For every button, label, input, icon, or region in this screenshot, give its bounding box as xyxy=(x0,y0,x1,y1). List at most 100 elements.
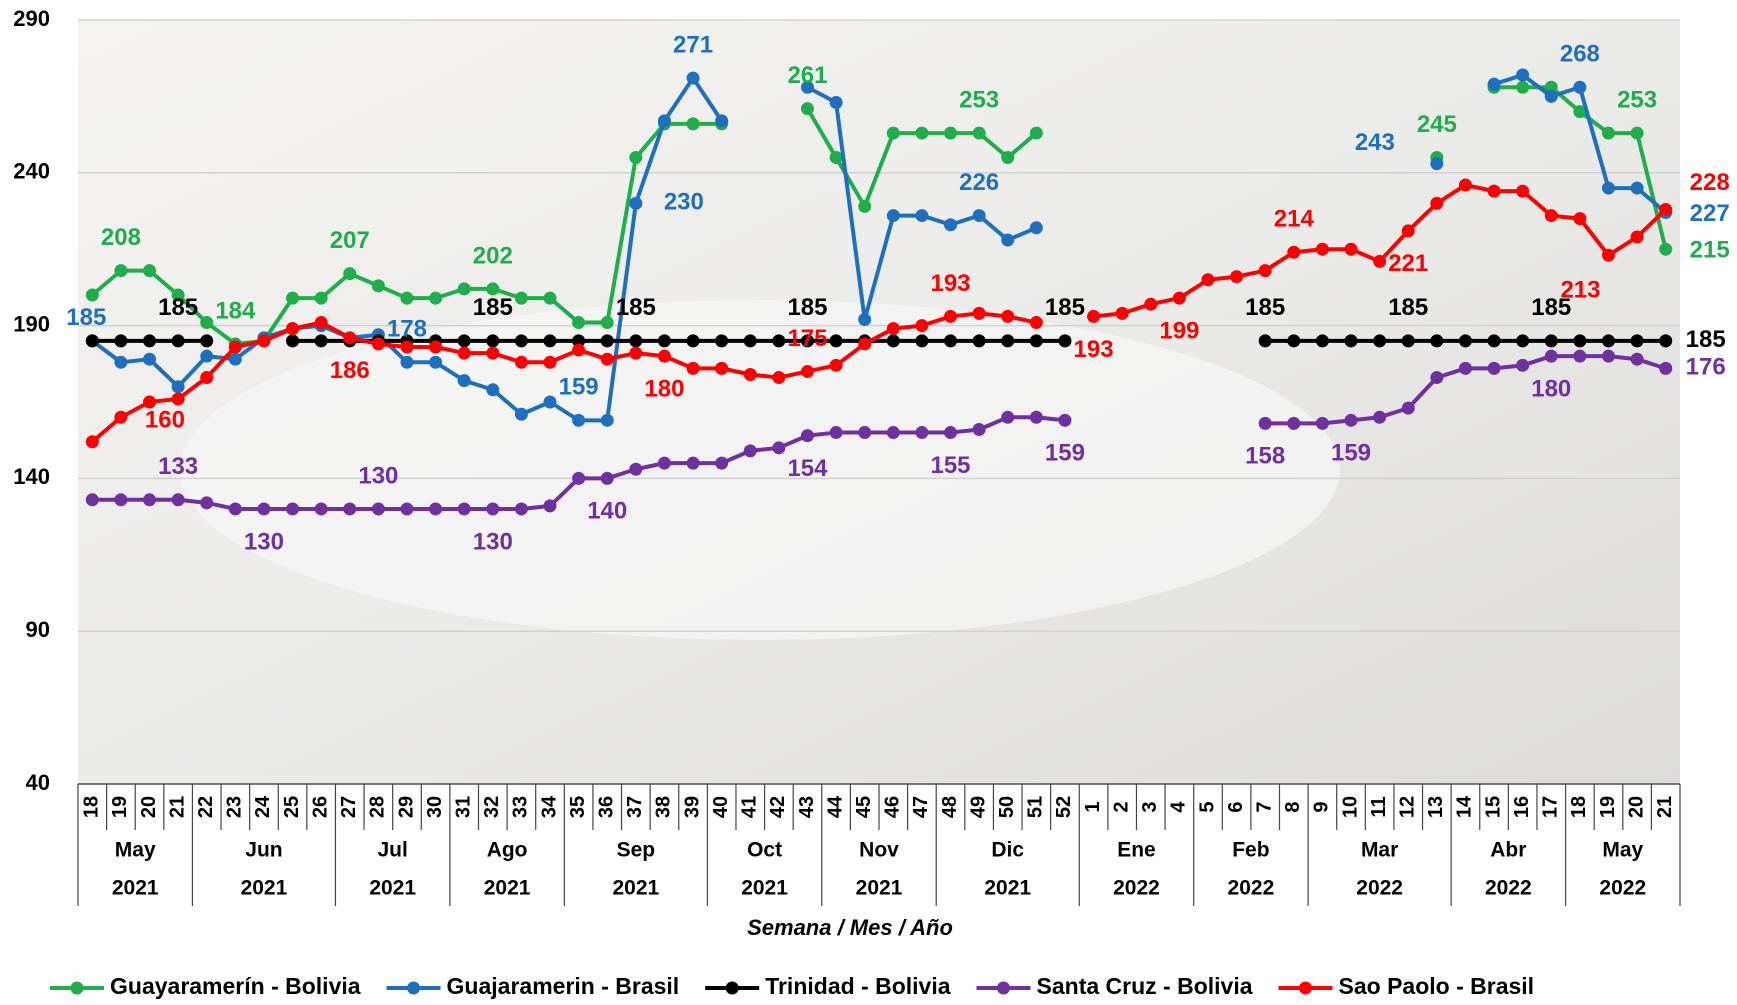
x-tick-label: 35 xyxy=(567,796,589,818)
data-point xyxy=(944,218,957,231)
data-label: 155 xyxy=(930,452,970,479)
x-tick-label: 24 xyxy=(252,795,274,818)
month-label: May xyxy=(115,839,156,862)
data-point xyxy=(915,334,928,347)
data-label: 176 xyxy=(1686,354,1726,381)
data-label: 184 xyxy=(215,297,256,324)
data-label: 253 xyxy=(959,86,999,113)
legend-marker xyxy=(726,982,739,995)
month-label: May xyxy=(1602,839,1643,862)
x-tick-label: 26 xyxy=(309,796,331,818)
data-point xyxy=(601,472,614,485)
chart: Semana / Mes / Año 409014019024029018192… xyxy=(0,0,1737,1005)
x-tick-label: 11 xyxy=(1368,796,1390,817)
x-tick-label: 10 xyxy=(1339,796,1361,818)
data-point xyxy=(1058,414,1071,427)
data-point xyxy=(200,350,213,363)
x-tick-label: 48 xyxy=(939,796,961,818)
data-point xyxy=(400,356,413,369)
data-label: 227 xyxy=(1690,200,1730,227)
x-tick-label: 21 xyxy=(1654,796,1676,818)
data-point xyxy=(1144,298,1157,311)
data-point xyxy=(1430,197,1443,210)
data-point xyxy=(687,72,700,85)
data-point xyxy=(286,334,299,347)
data-point xyxy=(1659,203,1672,216)
x-tick-label: 16 xyxy=(1511,796,1533,818)
year-label: 2021 xyxy=(241,877,288,900)
month-label: Nov xyxy=(859,839,899,862)
data-point xyxy=(86,493,99,506)
data-point xyxy=(1402,224,1415,237)
legend-label: Trinidad - Bolivia xyxy=(765,973,951,999)
data-point xyxy=(114,264,127,277)
x-tick-label: 50 xyxy=(996,796,1018,818)
data-point xyxy=(572,414,585,427)
data-point xyxy=(830,426,843,439)
month-label: Mar xyxy=(1361,839,1398,862)
data-label: 221 xyxy=(1388,250,1428,277)
data-point xyxy=(1316,334,1329,347)
x-tick-label: 14 xyxy=(1454,795,1476,818)
data-point xyxy=(1287,417,1300,430)
data-point xyxy=(515,356,528,369)
data-point xyxy=(1001,310,1014,323)
year-label: 2021 xyxy=(984,877,1031,900)
data-point xyxy=(86,289,99,302)
x-tick-label: 51 xyxy=(1025,796,1047,818)
data-point xyxy=(200,316,213,329)
data-point xyxy=(715,334,728,347)
x-tick-label: 1 xyxy=(1082,801,1104,812)
data-point xyxy=(658,350,671,363)
data-point xyxy=(1602,182,1615,195)
data-point xyxy=(429,356,442,369)
data-point xyxy=(973,127,986,140)
data-label: 185 xyxy=(158,294,198,321)
data-point xyxy=(143,334,156,347)
year-label: 2021 xyxy=(112,877,159,900)
data-point xyxy=(830,96,843,109)
data-point xyxy=(486,334,499,347)
data-label: 253 xyxy=(1617,86,1657,113)
data-point xyxy=(1058,334,1071,347)
x-tick-label: 40 xyxy=(710,796,732,818)
data-point xyxy=(973,423,986,436)
data-point xyxy=(1230,270,1243,283)
data-point xyxy=(1573,212,1586,225)
x-tick-label: 27 xyxy=(338,796,360,818)
data-point xyxy=(257,502,270,515)
data-point xyxy=(1001,151,1014,164)
data-label: 133 xyxy=(158,453,198,480)
x-tick-label: 6 xyxy=(1225,801,1247,812)
data-point xyxy=(1488,362,1501,375)
x-tick-label: 19 xyxy=(109,796,131,818)
data-point xyxy=(915,426,928,439)
x-tick-label: 3 xyxy=(1139,801,1161,812)
data-point xyxy=(601,316,614,329)
data-point xyxy=(400,502,413,515)
year-label: 2022 xyxy=(1356,877,1403,900)
month-label: Feb xyxy=(1232,839,1269,862)
data-point xyxy=(1030,221,1043,234)
data-point xyxy=(801,429,814,442)
data-point xyxy=(1402,334,1415,347)
legend-marker xyxy=(407,982,420,995)
data-label: 243 xyxy=(1355,129,1395,156)
data-label: 215 xyxy=(1690,237,1730,264)
year-label: 2022 xyxy=(1113,877,1160,900)
data-label: 159 xyxy=(559,374,599,401)
data-label: 245 xyxy=(1417,111,1457,138)
data-label: 180 xyxy=(644,376,684,403)
x-tick-label: 18 xyxy=(1568,796,1590,818)
x-tick-label: 33 xyxy=(510,796,532,818)
x-tick-label: 38 xyxy=(653,796,675,818)
x-tick-label: 18 xyxy=(81,796,103,818)
data-point xyxy=(172,392,185,405)
y-tick-label: 90 xyxy=(26,617,50,642)
data-point xyxy=(772,371,785,384)
data-point xyxy=(429,292,442,305)
data-point xyxy=(515,334,528,347)
data-point xyxy=(1430,334,1443,347)
data-point xyxy=(687,334,700,347)
data-point xyxy=(887,426,900,439)
